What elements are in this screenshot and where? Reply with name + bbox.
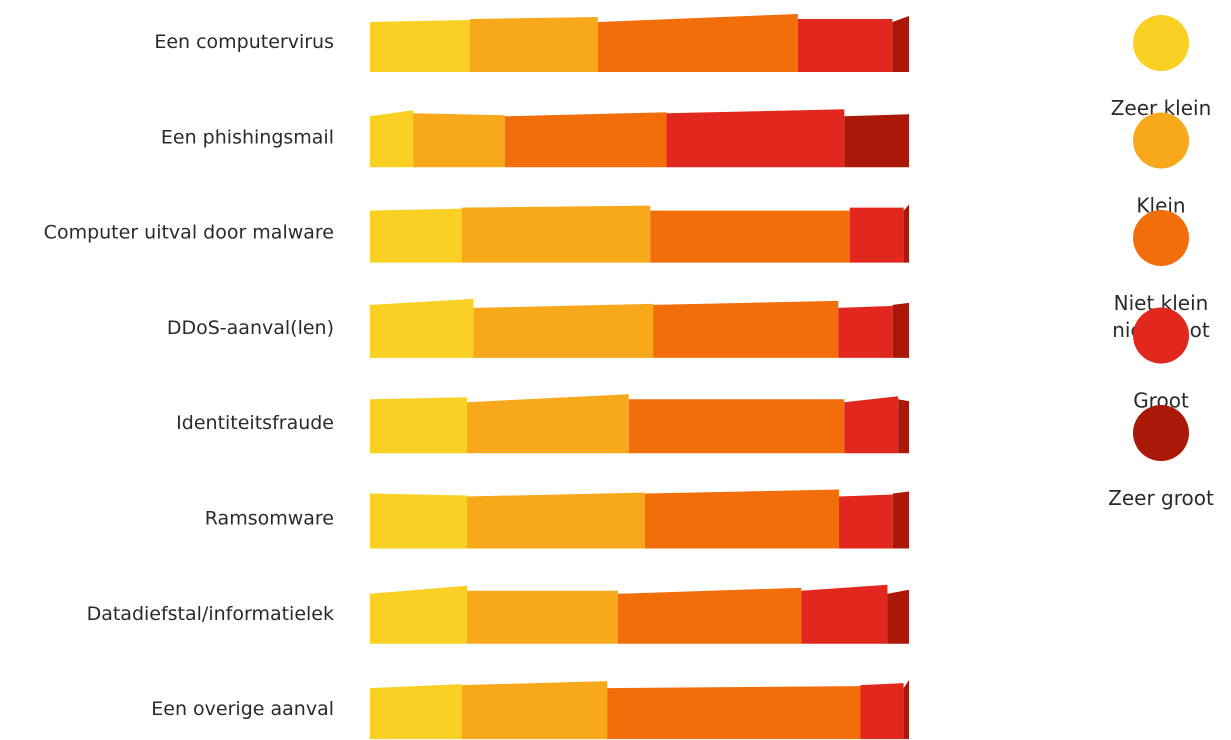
bar-segment [370,493,468,549]
bar-segment [650,210,850,263]
bar-segment [653,300,839,358]
bar-segment [607,686,861,740]
bar-segment [860,683,904,740]
bar-segment [628,399,845,454]
bar-segment [887,589,909,644]
bar-segment [838,305,893,358]
bar-segment [370,684,462,740]
legend-swatch [1133,210,1189,266]
bar-segment [370,397,468,454]
bar-segment [903,204,909,263]
legend-label: Zeer groot [1108,486,1214,510]
bar-segment [898,399,909,454]
bar-segment [849,207,904,263]
bars-group [370,14,909,740]
category-label: Een phishingsmail [161,126,334,148]
category-labels: Een computervirus Een phishingsmail Comput… [44,31,334,720]
legend-swatch [1133,307,1189,364]
bar-segment [370,298,474,358]
legend-swatch [1133,15,1189,71]
legend-swatch [1133,405,1189,461]
bar-segment [504,112,667,168]
bar-segment [467,394,629,454]
bar-segment [370,20,471,72]
bar-segment [597,14,798,72]
bar-segment [892,16,909,72]
category-label: Ramsomware [205,508,334,530]
bar-segment [370,585,468,644]
bar-segment [461,681,608,740]
category-label: DDoS-aanval(len) [167,317,334,339]
bar-segment [844,114,909,168]
category-label: Datadiefstal/informatielek [87,603,334,625]
category-label: Een computervirus [154,31,334,53]
bar-segment [892,491,909,549]
bar-segment [473,303,654,358]
bar-segment [413,113,505,168]
category-label: Computer uitval door malware [44,222,334,244]
bar-segment [844,396,899,454]
bar-segment [801,584,888,644]
bar-segment [617,587,802,644]
bar-segment [461,205,651,263]
bar-segment [797,19,893,72]
legend-swatch [1133,112,1189,169]
bar-segment [644,489,839,549]
bar-segment [370,110,414,168]
bar-segment [470,17,598,72]
bar-segment [467,590,618,644]
category-label: Identiteitsfraude [176,412,334,434]
bar-segment [903,680,909,740]
bar-segment [666,109,845,168]
category-label: Een overige aanval [151,698,334,720]
bar-segment [370,208,462,263]
bar-segment [838,494,893,549]
bar-segment [467,492,645,549]
bar-segment [892,302,909,358]
